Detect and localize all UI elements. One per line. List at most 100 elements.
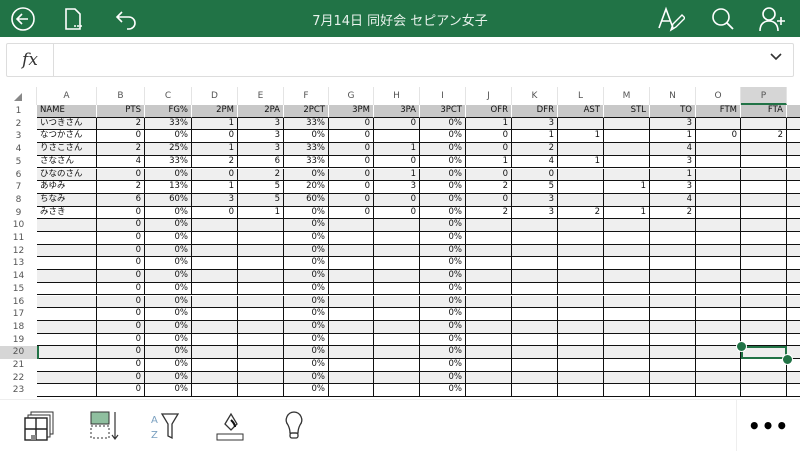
cell-L6[interactable] bbox=[558, 168, 604, 182]
column-title-cell[interactable]: STL bbox=[604, 105, 650, 118]
cell-N15[interactable] bbox=[650, 282, 696, 296]
cell-Q2[interactable] bbox=[787, 117, 800, 131]
cell-G23[interactable] bbox=[329, 384, 374, 398]
cell-H9[interactable]: 0 bbox=[374, 206, 420, 220]
cell-N10[interactable] bbox=[650, 219, 696, 232]
cell-Q18[interactable] bbox=[787, 320, 800, 334]
cell-D21[interactable] bbox=[192, 359, 238, 372]
cell-Q7[interactable] bbox=[787, 181, 800, 194]
cell-M2[interactable] bbox=[604, 117, 650, 131]
cell-A11[interactable] bbox=[37, 232, 97, 245]
row-header-13[interactable]: 13 bbox=[0, 257, 37, 271]
row-header-5[interactable]: 5 bbox=[0, 155, 37, 169]
cell-Q13[interactable] bbox=[787, 257, 800, 271]
cell-N7[interactable]: 3 bbox=[650, 181, 696, 194]
cell-C9[interactable]: 0% bbox=[145, 206, 192, 220]
cell-B20[interactable]: 0 bbox=[97, 346, 145, 359]
cell-L9[interactable]: 2 bbox=[558, 206, 604, 220]
cell-F22[interactable]: 0% bbox=[284, 371, 329, 385]
cell-I11[interactable]: 0% bbox=[420, 232, 466, 245]
cell-K5[interactable]: 4 bbox=[512, 155, 558, 169]
cell-A12[interactable] bbox=[37, 244, 97, 258]
cell-G9[interactable]: 0 bbox=[329, 206, 374, 220]
cell-I22[interactable]: 0% bbox=[420, 371, 466, 385]
cell-E13[interactable] bbox=[238, 257, 284, 271]
cell-Q17[interactable] bbox=[787, 308, 800, 321]
search-icon[interactable] bbox=[708, 4, 738, 34]
cell-K9[interactable]: 3 bbox=[512, 206, 558, 220]
cell-N9[interactable]: 2 bbox=[650, 206, 696, 220]
column-title-cell[interactable]: PTS bbox=[97, 105, 145, 118]
cell-G14[interactable] bbox=[329, 270, 374, 283]
cell-I15[interactable]: 0% bbox=[420, 282, 466, 296]
cell-N11[interactable] bbox=[650, 232, 696, 245]
cell-M22[interactable] bbox=[604, 371, 650, 385]
cell-O22[interactable] bbox=[696, 371, 741, 385]
cell-I18[interactable]: 0% bbox=[420, 320, 466, 334]
column-header-p[interactable]: P bbox=[741, 87, 787, 105]
cell-D4[interactable]: 1 bbox=[192, 143, 238, 156]
selection-handle-bottom-right[interactable] bbox=[782, 354, 793, 365]
cell-K19[interactable] bbox=[512, 333, 558, 347]
cell-P2[interactable] bbox=[741, 117, 787, 131]
cell-I8[interactable]: 0% bbox=[420, 193, 466, 207]
row-header-14[interactable]: 14 bbox=[0, 270, 37, 283]
formula-input[interactable] bbox=[57, 48, 757, 72]
cell-G7[interactable]: 0 bbox=[329, 181, 374, 194]
column-header-c[interactable]: C bbox=[145, 87, 192, 105]
cell-E11[interactable] bbox=[238, 232, 284, 245]
cell-J5[interactable]: 1 bbox=[466, 155, 512, 169]
cell-G4[interactable]: 0 bbox=[329, 143, 374, 156]
cell-L16[interactable] bbox=[558, 295, 604, 309]
cell-D2[interactable]: 1 bbox=[192, 117, 238, 131]
cell-C11[interactable]: 0% bbox=[145, 232, 192, 245]
cell-J16[interactable] bbox=[466, 295, 512, 309]
column-header-j[interactable]: J bbox=[466, 87, 512, 105]
cell-E6[interactable]: 2 bbox=[238, 168, 284, 182]
cell-C21[interactable]: 0% bbox=[145, 359, 192, 372]
cell-B15[interactable]: 0 bbox=[97, 282, 145, 296]
cell-K10[interactable] bbox=[512, 219, 558, 232]
cell-E12[interactable] bbox=[238, 244, 284, 258]
cell-O11[interactable] bbox=[696, 232, 741, 245]
column-header-g[interactable]: G bbox=[329, 87, 374, 105]
cell-C6[interactable]: 0% bbox=[145, 168, 192, 182]
cell-F3[interactable]: 0% bbox=[284, 130, 329, 144]
cell-L22[interactable] bbox=[558, 371, 604, 385]
cell-N3[interactable]: 1 bbox=[650, 130, 696, 144]
cell-O13[interactable] bbox=[696, 257, 741, 271]
cell-O12[interactable] bbox=[696, 244, 741, 258]
cell-A20[interactable] bbox=[37, 346, 97, 359]
cell-J6[interactable]: 0 bbox=[466, 168, 512, 182]
cell-I6[interactable]: 0% bbox=[420, 168, 466, 182]
cell-Q22[interactable] bbox=[787, 371, 800, 385]
cell-F7[interactable]: 20% bbox=[284, 181, 329, 194]
cell-D6[interactable]: 0 bbox=[192, 168, 238, 182]
cell-L13[interactable] bbox=[558, 257, 604, 271]
file-icon[interactable] bbox=[58, 4, 88, 34]
cell-B21[interactable]: 0 bbox=[97, 359, 145, 372]
row-header-20[interactable]: 20 bbox=[0, 346, 37, 359]
cell-C5[interactable]: 33% bbox=[145, 155, 192, 169]
cell-F23[interactable]: 0% bbox=[284, 384, 329, 398]
cell-B9[interactable]: 0 bbox=[97, 206, 145, 220]
cell-A16[interactable] bbox=[37, 295, 97, 309]
cell-A7[interactable]: あゆみ bbox=[37, 181, 97, 194]
cell-D20[interactable] bbox=[192, 346, 238, 359]
cell-E8[interactable]: 5 bbox=[238, 193, 284, 207]
cell-E18[interactable] bbox=[238, 320, 284, 334]
cell-Q11[interactable] bbox=[787, 232, 800, 245]
cell-O10[interactable] bbox=[696, 219, 741, 232]
cell-I21[interactable]: 0% bbox=[420, 359, 466, 372]
column-title-cell[interactable]: TO bbox=[650, 105, 696, 118]
cell-P18[interactable] bbox=[741, 320, 787, 334]
cell-F19[interactable]: 0% bbox=[284, 333, 329, 347]
column-title-cell[interactable]: 3PM bbox=[329, 105, 374, 118]
cell-Q23[interactable] bbox=[787, 384, 800, 398]
cell-A17[interactable] bbox=[37, 308, 97, 321]
cell-J9[interactable]: 2 bbox=[466, 206, 512, 220]
cell-I19[interactable]: 0% bbox=[420, 333, 466, 347]
cell-H11[interactable] bbox=[374, 232, 420, 245]
cell-H5[interactable]: 0 bbox=[374, 155, 420, 169]
cell-B3[interactable]: 0 bbox=[97, 130, 145, 144]
